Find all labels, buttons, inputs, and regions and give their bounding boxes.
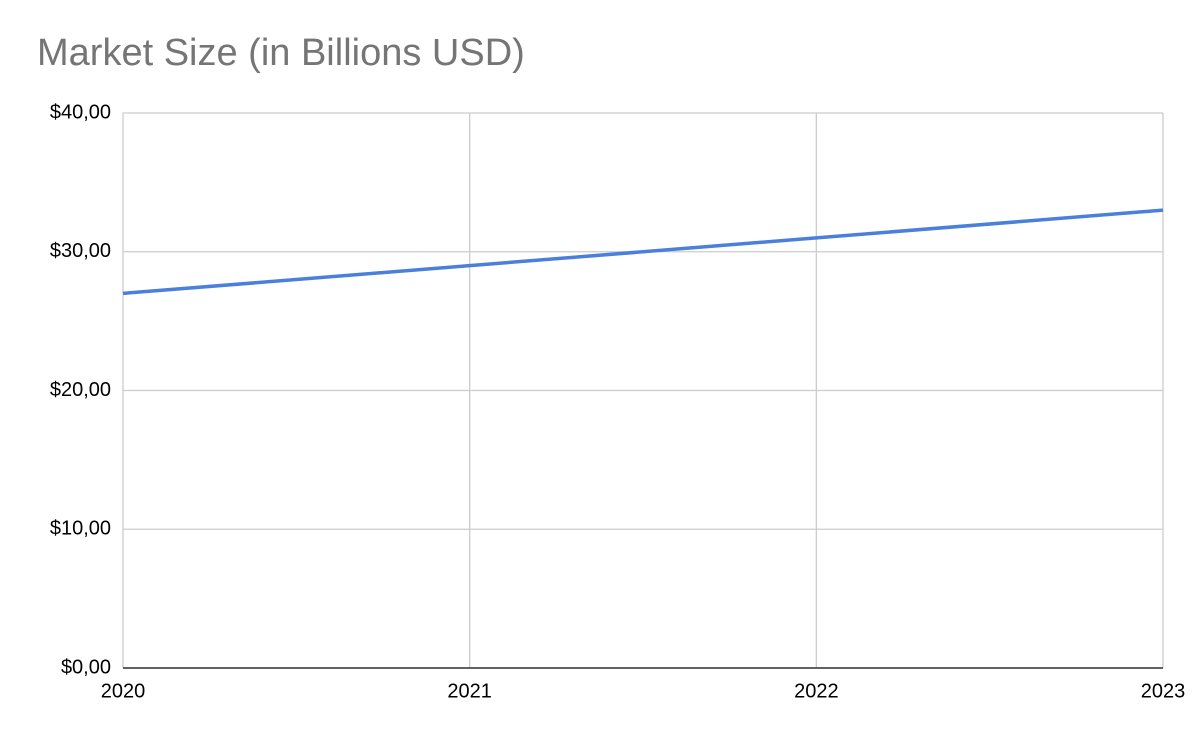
- x-tick-label: 2021: [447, 680, 492, 702]
- y-tick-label: $40,00: [50, 101, 111, 123]
- chart-title: Market Size (in Billions USD): [37, 32, 525, 74]
- data-line: [122, 208, 1164, 296]
- x-tick-label: 2022: [794, 680, 839, 702]
- y-tick-label: $20,00: [50, 379, 111, 401]
- x-tick-label: 2023: [1141, 680, 1186, 702]
- y-tick-label: $30,00: [50, 240, 111, 262]
- y-tick-label: $10,00: [50, 518, 111, 540]
- y-tick-label: $0,00: [61, 656, 111, 678]
- x-tick-label: 2020: [101, 680, 146, 702]
